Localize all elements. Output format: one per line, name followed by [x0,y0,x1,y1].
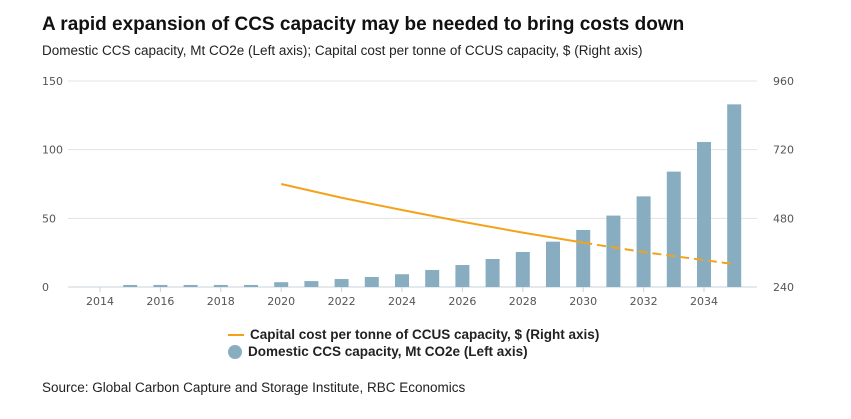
line-series-dashed [583,241,735,266]
bar [213,284,228,287]
bar [576,230,591,287]
x-axis-tick-label: 2016 [146,295,174,308]
x-axis-tick-label: 2026 [448,295,476,308]
left-axis-tick-label: 50 [42,212,56,225]
source-note: Source: Global Carbon Capture and Storag… [42,380,466,395]
bar [425,269,440,287]
left-axis-tick-label: 150 [42,75,63,88]
bar [334,279,349,287]
bar [395,274,409,287]
bar [455,265,470,287]
line-swatch-icon [228,333,244,336]
x-axis-tick-label: 2028 [509,295,537,308]
bar [123,284,138,287]
x-axis-tick-label: 2020 [267,295,295,308]
legend-label: Domestic CCS capacity, Mt CO2e (Left axi… [248,344,528,359]
bar [727,104,742,287]
bar [274,282,289,287]
bar [304,281,319,287]
chart-title: A rapid expansion of CCS capacity may be… [42,14,685,35]
right-axis-tick-label: 720 [773,144,794,157]
chart-subtitle: Domestic CCS capacity, Mt CO2e (Left axi… [42,43,643,58]
x-axis-tick-label: 2022 [328,295,356,308]
bar [636,196,651,287]
bar [546,241,560,287]
x-axis-tick-label: 2030 [569,295,597,308]
legend-item-line[interactable]: Capital cost per tonne of CCUS capacity,… [228,326,599,343]
bar [606,215,621,287]
legend-item-bar[interactable]: Domestic CCS capacity, Mt CO2e (Left axi… [228,343,599,360]
bar [515,251,530,287]
x-axis-tick-label: 2032 [630,295,658,308]
bar-swatch-icon [228,344,242,359]
bar [244,284,258,287]
bar [364,276,379,287]
bar [153,284,168,287]
right-axis-tick-label: 480 [773,212,794,225]
legend: Capital cost per tonne of CCUS capacity,… [228,326,599,360]
bar [697,141,711,287]
bar [485,258,500,287]
x-axis-tick-label: 2034 [690,295,718,308]
x-axis-tick-label: 2024 [388,295,416,308]
bar [183,284,198,287]
line-series-solid [280,183,584,244]
right-axis-tick-label: 240 [773,281,794,294]
legend-label: Capital cost per tonne of CCUS capacity,… [250,327,600,342]
x-axis-tick-label: 2014 [86,295,114,308]
x-axis-tick-label: 2018 [207,295,235,308]
bar [666,171,681,287]
right-axis-tick-label: 960 [773,75,794,88]
left-axis-tick-label: 0 [42,281,49,294]
left-axis-tick-label: 100 [42,144,63,157]
